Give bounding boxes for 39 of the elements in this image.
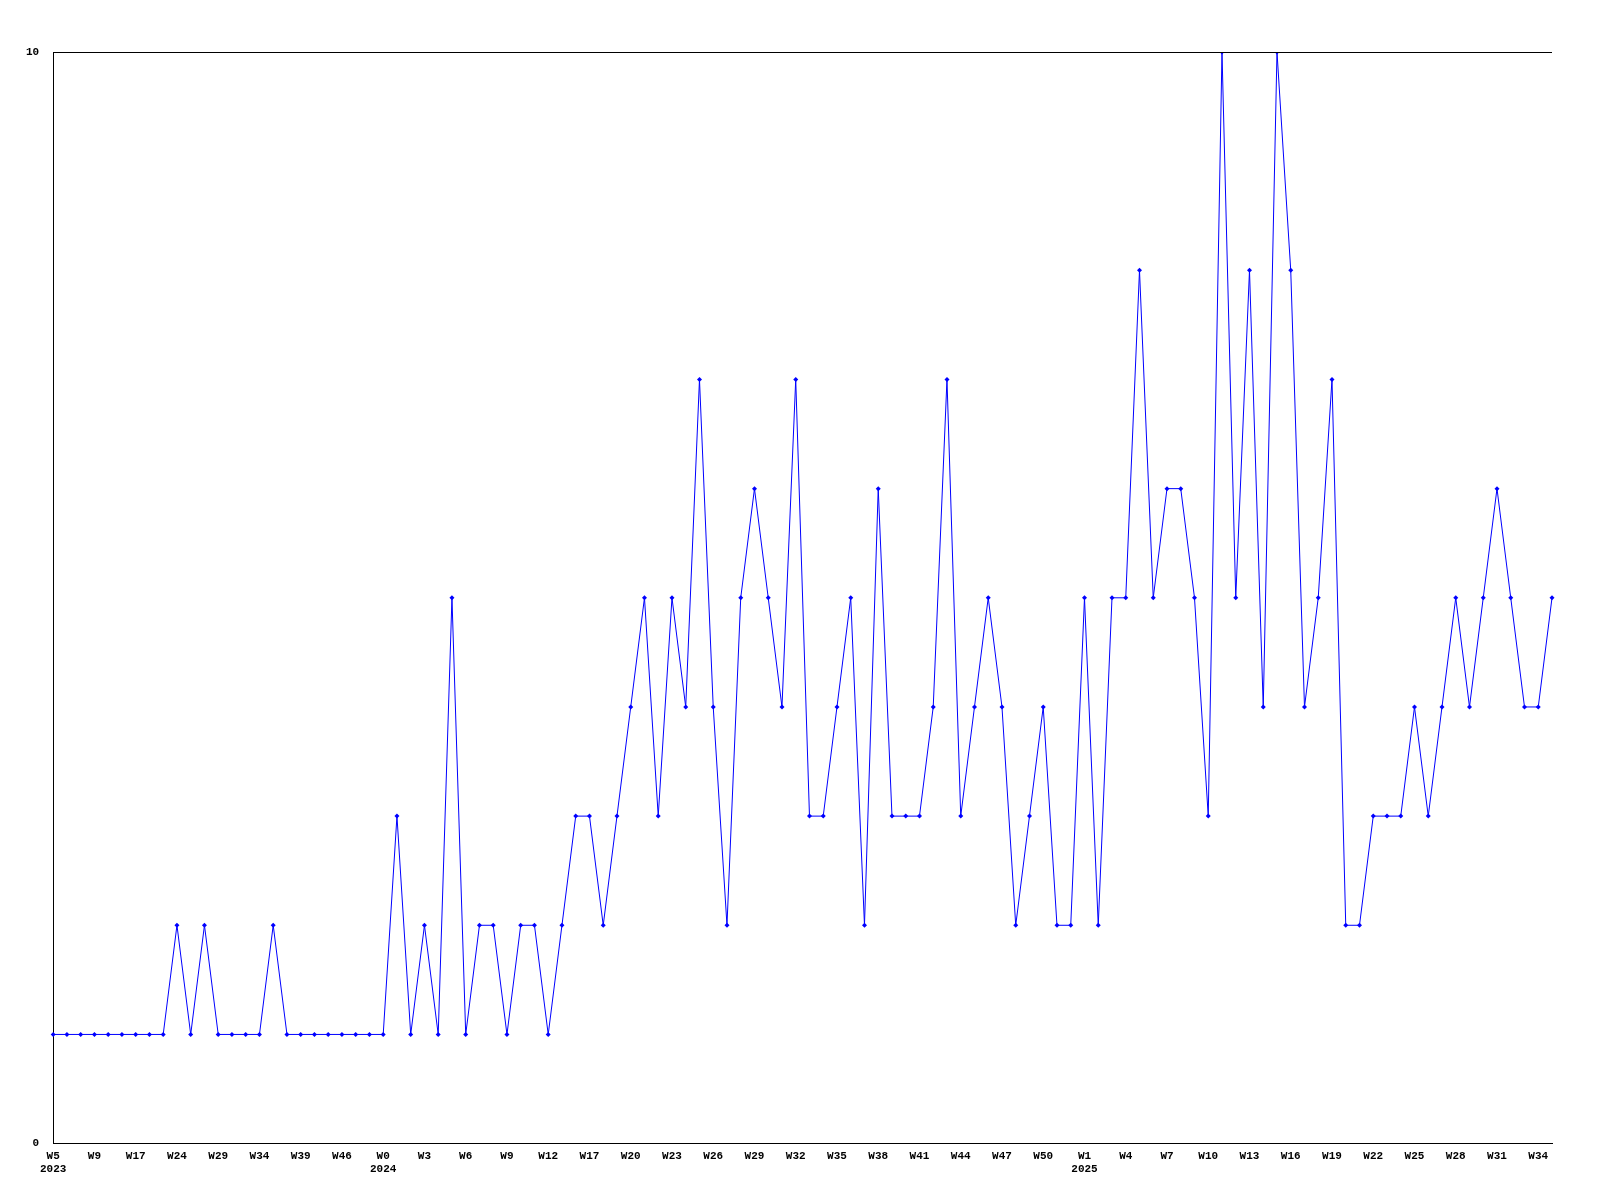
x-tick-label: W16 [1280, 1149, 1301, 1162]
y-tick-label: 10 [26, 45, 40, 58]
x-tick-label: W1 2025 [1071, 1149, 1099, 1176]
x-tick-label: W20 [620, 1149, 641, 1162]
x-tick-label: W39 [290, 1149, 311, 1162]
x-tick-label: W22 [1363, 1149, 1384, 1162]
x-tick-label: W34 [1528, 1149, 1549, 1162]
x-tick-label: W9 [500, 1149, 514, 1162]
x-tick-label: W50 [1033, 1149, 1054, 1162]
x-tick-label: W44 [950, 1149, 972, 1162]
y-tick-label: 0 [32, 1137, 40, 1150]
x-tick-label: W7 [1160, 1149, 1174, 1162]
x-tick-label: W34 [249, 1149, 270, 1162]
x-tick-label: W26 [703, 1149, 724, 1162]
x-tick-label: W24 [167, 1149, 188, 1162]
x-tick-label: W17 [125, 1149, 146, 1162]
x-tick-label: W17 [579, 1149, 600, 1162]
x-tick-label: W0 2024 [370, 1149, 397, 1176]
x-tick-label: W28 [1445, 1149, 1467, 1162]
x-tick-label: W29 [208, 1149, 229, 1162]
x-tick-label: W13 [1239, 1149, 1260, 1162]
x-tick-label: W29 [744, 1149, 765, 1162]
x-tick-label: W41 [909, 1149, 930, 1162]
x-tick-label: W32 [785, 1149, 806, 1162]
x-tick-label: W12 [538, 1149, 559, 1162]
x-tick-label: W47 [992, 1149, 1012, 1162]
x-tick-label: W5 2023 [40, 1149, 67, 1176]
x-tick-label: W35 [827, 1149, 848, 1162]
x-tick-label: W38 [868, 1149, 889, 1162]
x-tick-label: W10 [1198, 1149, 1219, 1162]
x-tick-label: W46 [332, 1149, 352, 1162]
x-tick-label: W19 [1322, 1149, 1342, 1162]
x-tick-label: W25 [1404, 1149, 1425, 1162]
x-tick-label: W23 [662, 1149, 683, 1162]
x-tick-label: W3 [417, 1149, 432, 1162]
x-tick-label: W9 [87, 1149, 102, 1162]
x-tick-label: W6 [459, 1149, 473, 1162]
x-tick-label: W4 [1119, 1149, 1133, 1162]
x-tick-label: W31 [1487, 1149, 1508, 1162]
